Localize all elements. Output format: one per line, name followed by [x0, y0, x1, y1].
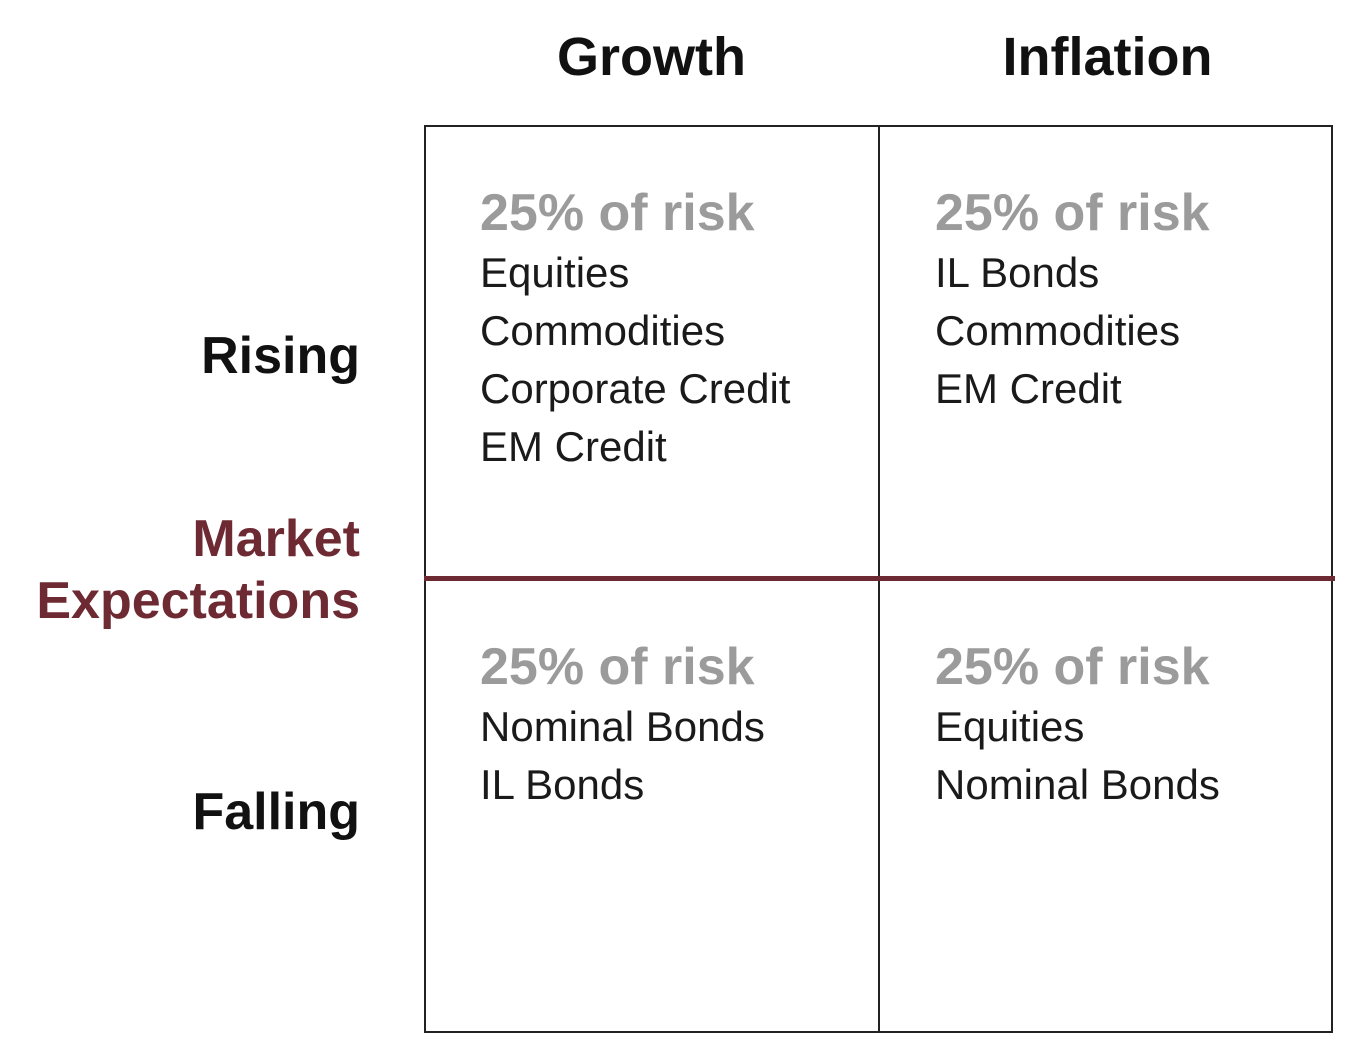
asset-list: Equities Nominal Bonds	[935, 698, 1335, 814]
axis-title-line-1: Market	[192, 510, 360, 568]
asset-list: Equities Commodities Corporate Credit EM…	[480, 244, 880, 476]
asset-item: Commodities	[480, 307, 726, 354]
risk-share: 25% of risk	[935, 638, 1210, 696]
cell-inflation-rising: 25% of risk IL Bonds Commodities EM Cred…	[935, 184, 1335, 418]
row-label-falling: Falling	[192, 783, 360, 841]
risk-share: 25% of risk	[935, 184, 1210, 242]
asset-item: Corporate Credit	[480, 365, 791, 412]
asset-item: IL Bonds	[935, 249, 1100, 296]
asset-item: EM Credit	[935, 365, 1122, 412]
asset-item: IL Bonds	[480, 761, 645, 808]
cell-growth-rising: 25% of risk Equities Commodities Corpora…	[480, 184, 880, 476]
asset-list: Nominal Bonds IL Bonds	[480, 698, 880, 814]
asset-item: Nominal Bonds	[480, 703, 765, 750]
asset-item: Equities	[480, 249, 630, 296]
cell-inflation-falling: 25% of risk Equities Nominal Bonds	[935, 638, 1335, 814]
risk-share: 25% of risk	[480, 638, 755, 696]
axis-title-market-expectations: Market Expectations	[36, 508, 360, 632]
asset-item: EM Credit	[480, 423, 667, 470]
asset-item: Commodities	[935, 307, 1181, 354]
row-label-rising: Rising	[201, 327, 360, 385]
column-header-inflation: Inflation	[1002, 27, 1213, 87]
axis-title-line-2: Expectations	[36, 572, 360, 630]
risk-share: 25% of risk	[480, 184, 755, 242]
asset-item: Equities	[935, 703, 1085, 750]
horizontal-divider	[424, 576, 1335, 581]
asset-list: IL Bonds Commodities EM Credit	[935, 244, 1335, 418]
column-header-growth: Growth	[557, 27, 746, 87]
asset-item: Nominal Bonds	[935, 761, 1220, 808]
cell-growth-falling: 25% of risk Nominal Bonds IL Bonds	[480, 638, 880, 814]
